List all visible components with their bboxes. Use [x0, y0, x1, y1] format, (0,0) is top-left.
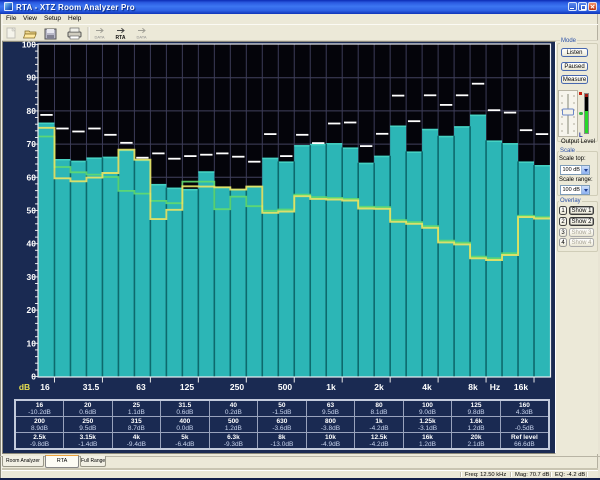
svg-text:dB: dB: [19, 382, 30, 392]
svg-text:80: 80: [27, 106, 37, 116]
svg-text:100: 100: [22, 40, 36, 50]
svg-text:63: 63: [136, 382, 146, 392]
svg-text:10: 10: [27, 338, 37, 348]
svg-text:20: 20: [27, 305, 37, 315]
svg-text:31.5: 31.5: [83, 382, 100, 392]
svg-text:Hz: Hz: [490, 382, 500, 392]
svg-text:30: 30: [27, 272, 37, 282]
svg-text:16: 16: [40, 382, 50, 392]
svg-text:90: 90: [27, 73, 37, 83]
svg-text:RTA: RTA: [116, 35, 126, 41]
svg-text:2k: 2k: [374, 382, 384, 392]
svg-text:250: 250: [230, 382, 244, 392]
svg-text:125: 125: [180, 382, 194, 392]
svg-text:1k: 1k: [326, 382, 336, 392]
svg-text:60: 60: [27, 172, 37, 182]
svg-text:4k: 4k: [422, 382, 432, 392]
svg-text:70: 70: [27, 139, 37, 149]
svg-text:8k: 8k: [468, 382, 478, 392]
svg-text:DATA: DATA: [136, 35, 146, 40]
svg-text:16k: 16k: [514, 382, 528, 392]
svg-text:DATA: DATA: [94, 35, 104, 40]
svg-text:40: 40: [27, 239, 37, 249]
svg-text:500: 500: [278, 382, 292, 392]
svg-text:50: 50: [27, 206, 37, 216]
